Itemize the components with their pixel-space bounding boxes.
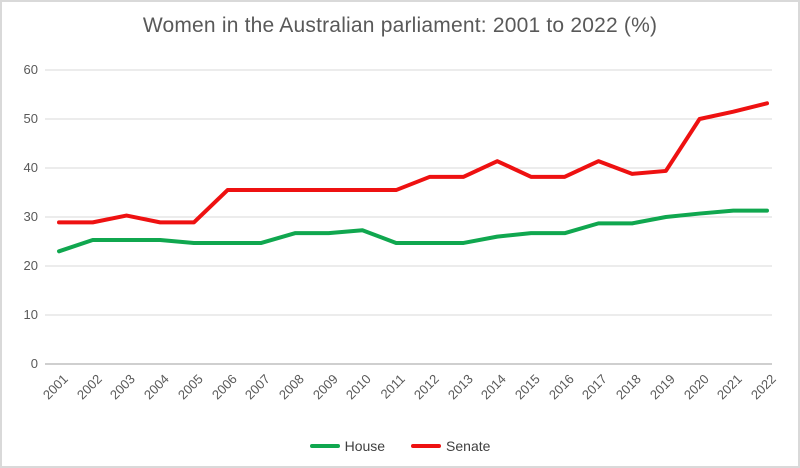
y-tick-label: 60	[23, 62, 38, 77]
legend-line-swatch-icon	[411, 444, 442, 448]
legend-label: Senate	[446, 438, 491, 454]
series-line-senate	[57, 101, 769, 225]
chart-title: Women in the Australian parliament: 2001…	[142, 14, 658, 37]
y-tick-label: 10	[23, 307, 38, 322]
y-tick-label: 50	[23, 111, 38, 126]
y-tick-label: 40	[23, 160, 38, 175]
legend-item-house: House	[309, 438, 386, 454]
legend-item-senate: Senate	[411, 438, 490, 454]
legend-label: House	[344, 438, 386, 454]
y-tick-label: 30	[23, 209, 38, 224]
y-tick-label: 0	[30, 356, 38, 371]
legend-line-swatch-icon	[309, 444, 340, 448]
legend: House Senate	[2, 438, 798, 454]
y-tick-label: 20	[23, 258, 38, 273]
series-line-house	[57, 208, 769, 254]
